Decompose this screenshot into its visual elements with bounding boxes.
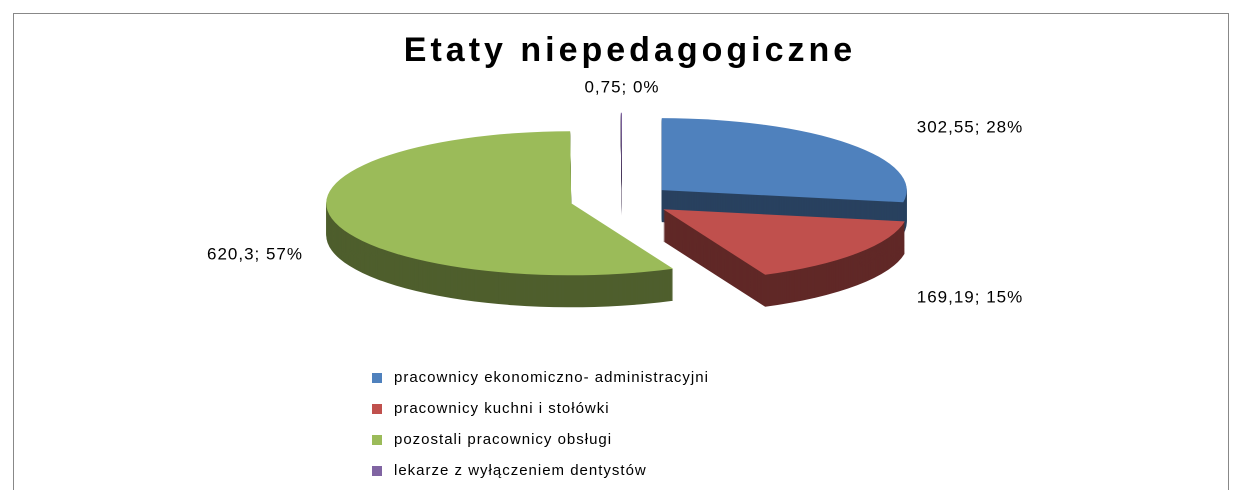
legend-label: pracownicy ekonomiczno- administracyjni [394,369,709,386]
legend-swatch [372,373,382,383]
chart-title: Etaty niepedagogiczne [404,31,856,69]
data-label: 620,3; 57% [207,244,303,263]
legend-swatch [372,404,382,414]
data-label: 169,19; 15% [917,287,1023,306]
legend-label: lekarze z wyłączeniem dentystów [394,462,647,479]
slice [663,209,905,275]
data-label: 0,75; 0% [584,77,659,96]
legend-swatch [372,466,382,476]
data-label: 302,55; 28% [917,117,1023,136]
slice [661,118,907,203]
legend-label: pozostali pracownicy obsługi [394,431,612,448]
legend-swatch [372,435,382,445]
legend-label: pracownicy kuchni i stołówki [394,400,610,417]
slice [326,131,674,276]
slice [620,112,622,185]
